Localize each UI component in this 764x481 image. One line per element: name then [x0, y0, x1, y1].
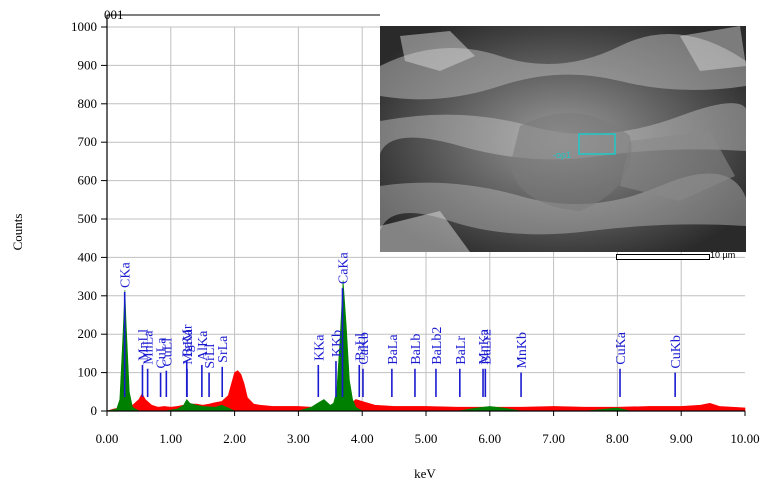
peak-label: CaKa — [336, 251, 351, 284]
y-tick-label: 0 — [91, 403, 98, 418]
y-tick-label: 200 — [78, 326, 98, 341]
peak-label: CuKa — [614, 331, 629, 364]
y-tick-label: 900 — [78, 57, 98, 72]
peak-label: BaLb — [409, 334, 424, 365]
peak-label: BaLr2 — [479, 329, 494, 365]
x-tick-label: 8.00 — [606, 431, 629, 446]
peak-label: BaLb2 — [430, 327, 445, 365]
x-tick-label: 2.00 — [223, 431, 246, 446]
spectrum-series-1 — [106, 280, 745, 412]
spectrum-series-0 — [106, 370, 746, 412]
peak-label: CaKb — [357, 332, 372, 365]
sem-texture — [380, 26, 746, 252]
x-tick-label: 7.00 — [542, 431, 565, 446]
scale-bar: 10 µm — [616, 250, 761, 261]
chart-title: 001 — [104, 7, 124, 22]
y-tick-label: 500 — [78, 211, 98, 226]
peak-label: MnLa — [142, 330, 157, 365]
peak-label: CuKb — [669, 335, 684, 368]
tick-labels: 0.00 1.00 2.00 3.00 4.00 5.00 6.00 7.00 8.00 9.00… — [71, 19, 760, 446]
x-tick-label: 3.00 — [287, 431, 310, 446]
scale-bar-label: 10 µm — [710, 250, 736, 260]
y-tick-label: 800 — [78, 96, 98, 111]
roi-label: -op1 — [553, 150, 572, 160]
peak-label: MnKa — [477, 328, 492, 365]
peak-label: CuLl — [160, 338, 175, 367]
x-tick-label: 4.00 — [351, 431, 374, 446]
y-tick-label: 100 — [78, 365, 98, 380]
sem-micrograph-inset — [380, 26, 746, 252]
scale-bar-graphic — [616, 254, 710, 260]
y-tick-label: 700 — [78, 134, 98, 149]
y-tick-label: 400 — [78, 249, 98, 264]
peak-label: BaLl — [353, 333, 368, 361]
peak-label: BaLr — [454, 336, 469, 365]
peak-label: SrLl — [203, 344, 218, 369]
peak-label: KKb — [330, 330, 345, 357]
x-tick-label: 6.00 — [478, 431, 501, 446]
peak-label: KKa — [312, 334, 327, 361]
x-tick-label: 0.00 — [96, 431, 119, 446]
peak-label: CKa — [119, 262, 134, 288]
roi-box — [578, 133, 616, 155]
x-tick-label: 10.00 — [730, 431, 759, 446]
peak-label: BaLa — [386, 334, 401, 365]
y-tick-label: 600 — [78, 173, 98, 188]
peak-label: CuLa — [155, 337, 170, 369]
peak-label: MgKa — [181, 328, 196, 365]
peak-label: MnLl — [136, 329, 151, 361]
peak-label: AlKa — [196, 330, 211, 361]
chart-axes — [101, 14, 746, 416]
y-tick-label: 300 — [78, 288, 98, 303]
y-tick-label: 1000 — [71, 19, 97, 34]
spectrum-fills — [106, 280, 746, 412]
peak-label: MnKb — [515, 332, 530, 369]
y-axis-label: Counts — [10, 214, 25, 251]
x-tick-label: 1.00 — [159, 431, 182, 446]
peak-label: BaMr — [181, 324, 196, 357]
x-axis-label: keV — [414, 466, 436, 481]
peak-label: SrLa — [216, 335, 231, 363]
x-tick-label: 9.00 — [670, 431, 693, 446]
x-tick-label: 5.00 — [415, 431, 438, 446]
